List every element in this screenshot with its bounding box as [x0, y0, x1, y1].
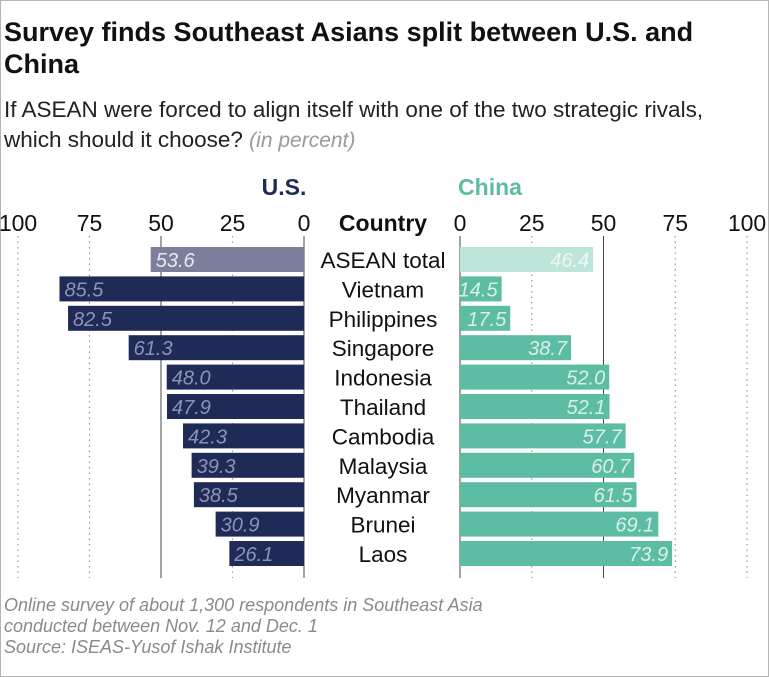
country-label: Malaysia — [339, 454, 428, 479]
china-value-label: 60.7 — [591, 456, 631, 478]
us-value-label: 82.5 — [73, 309, 113, 331]
us-value-label: 42.3 — [188, 426, 227, 448]
us-bar — [191, 452, 304, 478]
china-value-label: 61.5 — [594, 485, 634, 507]
subtitle-question: If ASEAN were forced to align itself wit… — [4, 97, 704, 152]
us-bar — [193, 482, 304, 508]
china-bar — [460, 276, 502, 302]
us-bar — [68, 305, 304, 331]
us-value-label: 38.5 — [199, 485, 239, 507]
china-tick-label: 25 — [519, 210, 545, 236]
china-bar — [460, 511, 659, 537]
subtitle-unit: (in percent) — [249, 129, 356, 152]
country-label: Singapore — [332, 336, 435, 361]
china-bar — [460, 305, 511, 331]
footnote-line-1: Online survey of about 1,300 respondents… — [4, 595, 483, 615]
country-label: ASEAN total — [320, 248, 445, 273]
chart-title: Survey finds Southeast Asians split betw… — [4, 17, 694, 79]
country-label: Thailand — [340, 395, 426, 420]
us-bar — [59, 276, 304, 302]
china-bar — [460, 423, 626, 449]
us-bar — [166, 364, 304, 390]
us-value-label: 61.3 — [134, 338, 173, 360]
us-tick-label: 100 — [0, 210, 37, 236]
us-tick-label: 50 — [148, 210, 174, 236]
us-value-label: 47.9 — [172, 397, 211, 419]
china-bar — [460, 541, 673, 566]
us-bar — [128, 335, 304, 361]
us-bar — [215, 511, 304, 537]
us-value-label: 30.9 — [221, 515, 260, 537]
footnote-line-2: conducted between Nov. 12 and Dec. 1 — [4, 616, 318, 636]
chart-subtitle: If ASEAN were forced to align itself wit… — [4, 95, 744, 156]
china-value-label: 14.5 — [459, 279, 499, 301]
china-series-label: China — [458, 174, 522, 200]
us-value-label: 26.1 — [233, 544, 273, 566]
country-label: Philippines — [329, 307, 438, 332]
us-value-label: 53.6 — [156, 250, 196, 272]
country-label: Myanmar — [336, 483, 430, 508]
china-tick-label: 100 — [728, 210, 766, 236]
us-bar — [229, 541, 304, 566]
china-value-label: 17.5 — [467, 309, 507, 331]
category-header: Country — [339, 210, 427, 236]
source-note: Source: ISEAS-Yusof Ishak Institute — [4, 637, 292, 657]
chart-footer: Online survey of about 1,300 respondents… — [4, 595, 744, 658]
china-tick-label: 75 — [662, 210, 688, 236]
country-label: Brunei — [350, 513, 415, 538]
us-bar — [150, 247, 304, 272]
us-tick-label: 75 — [77, 210, 103, 236]
china-bar — [460, 335, 572, 361]
china-value-label: 38.7 — [528, 338, 568, 360]
us-tick-label: 25 — [220, 210, 246, 236]
us-bar — [167, 394, 304, 419]
china-bar — [460, 482, 637, 508]
china-tick-label: 0 — [454, 210, 467, 236]
us-series-label: U.S. — [262, 174, 307, 200]
us-bar — [183, 423, 304, 449]
country-label: Cambodia — [332, 424, 435, 449]
us-value-label: 48.0 — [172, 368, 211, 390]
country-label: Vietnam — [342, 277, 424, 302]
us-tick-label: 0 — [298, 210, 311, 236]
china-value-label: 57.7 — [583, 426, 623, 448]
china-bar — [460, 247, 594, 272]
china-value-label: 46.4 — [550, 250, 589, 272]
china-value-label: 73.9 — [629, 544, 668, 566]
china-bar — [460, 394, 610, 419]
us-value-label: 85.5 — [64, 279, 104, 301]
china-tick-label: 50 — [591, 210, 617, 236]
us-value-label: 39.3 — [197, 456, 236, 478]
china-value-label: 69.1 — [615, 515, 654, 537]
china-bar — [460, 364, 610, 390]
country-label: Laos — [359, 542, 408, 567]
country-label: Indonesia — [334, 366, 432, 391]
china-value-label: 52.0 — [566, 368, 605, 390]
china-bar — [460, 452, 635, 478]
china-value-label: 52.1 — [567, 397, 606, 419]
